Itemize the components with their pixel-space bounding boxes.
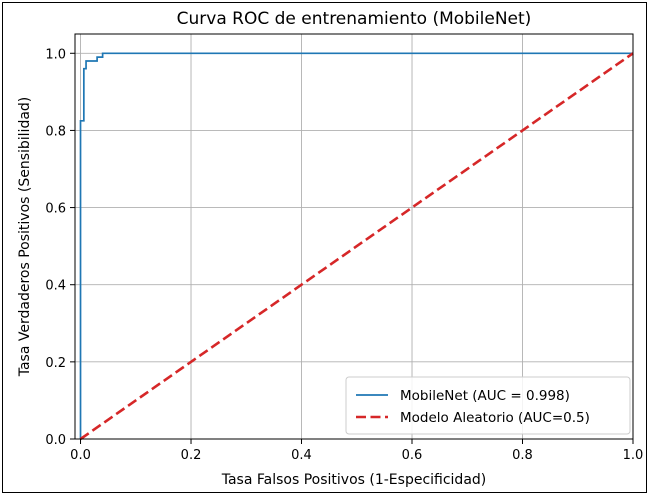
x-axis-label: Tasa Falsos Positivos (1-Especificidad) [221,472,487,488]
y-axis-label: Tasa Verdaderos Positivos (Sensibilidad) [17,97,33,378]
series-line-0 [79,52,633,439]
roc-chart: Curva ROC de entrenamiento (MobileNet) 0… [17,9,643,488]
y-tick-label: 0.0 [45,433,66,448]
legend: MobileNet (AUC = 0.998) Modelo Aleatorio … [345,376,631,435]
x-tick-label: 1.0 [623,448,644,463]
y-tick-label: 0.4 [45,279,66,294]
legend-label-1: Modelo Aleatorio (AUC=0.5) [400,410,590,426]
chart-title: Curva ROC de entrenamiento (MobileNet) [177,9,532,29]
x-tick-label: 0.2 [181,448,202,463]
y-tick-label: 1.0 [45,47,66,62]
series-line-1 [79,52,634,441]
x-tick-label: 0.6 [402,448,423,463]
ticks: 0.0 0.2 0.4 0.6 0.8 1.0 0.0 0.2 0.4 0.6 0.8 1.0 [45,47,643,463]
y-tick-label: 0.6 [45,202,66,217]
plot-area [74,33,634,440]
series-layer [79,52,634,441]
legend-label-0: MobileNet (AUC = 0.998) [400,388,570,404]
x-tick-label: 0.0 [70,448,91,463]
y-tick-label: 0.8 [45,124,66,139]
x-tick-label: 0.8 [512,448,533,463]
legend-box [345,376,631,435]
y-tick-label: 0.2 [45,356,66,371]
x-tick-label: 0.4 [291,448,312,463]
